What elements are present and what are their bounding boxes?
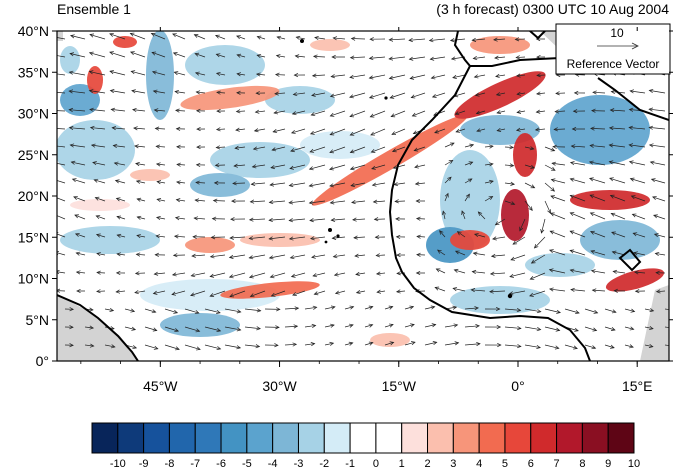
islands bbox=[300, 39, 513, 299]
lat-tick-label: 40°N bbox=[18, 23, 49, 39]
colorbar-label: 4 bbox=[476, 458, 482, 470]
colorbar-label: -4 bbox=[268, 458, 278, 470]
colorbar-box bbox=[323, 422, 351, 454]
colorbar-label: 0 bbox=[373, 458, 379, 470]
colorbar-label: -7 bbox=[190, 458, 200, 470]
latitude-axis: 40°N 35°N 30°N 25°N 20°N 15°N 10°N 5°N 0° bbox=[18, 23, 673, 369]
colorbar-label: -8 bbox=[165, 458, 175, 470]
colorbar-box bbox=[478, 422, 506, 454]
colorbar-box bbox=[401, 422, 429, 454]
map-figure: 10 Reference Vector 40°N 35°N 30°N 25°N 20°N… bbox=[18, 23, 673, 394]
colorbar-box bbox=[349, 422, 377, 454]
colorbar-label: 8 bbox=[579, 458, 585, 470]
colorbar-box bbox=[91, 422, 119, 454]
reference-vector-box bbox=[555, 23, 671, 75]
reference-vector-label: Reference Vector bbox=[567, 57, 660, 71]
colorbar-label: 2 bbox=[424, 458, 430, 470]
colorbar-label: -10 bbox=[110, 458, 126, 470]
colorbar-box bbox=[556, 422, 583, 454]
lon-tick-label: 15°E bbox=[622, 378, 653, 394]
colorbar-box bbox=[143, 422, 170, 454]
colorbar-label: 10 bbox=[628, 458, 640, 470]
colorbar-label: 5 bbox=[502, 458, 508, 470]
colorbar-label: 9 bbox=[605, 458, 611, 470]
colorbar-label: -3 bbox=[294, 458, 304, 470]
colorbar-label: 3 bbox=[450, 458, 456, 470]
colorbar-box bbox=[168, 422, 196, 454]
colorbar-label: 6 bbox=[528, 458, 534, 470]
lon-tick-label: 15°W bbox=[382, 378, 417, 394]
wind-vectors bbox=[57, 32, 669, 351]
lon-tick-label: 45°W bbox=[143, 378, 178, 394]
colorbar-label: -6 bbox=[216, 458, 226, 470]
colorbar-box bbox=[194, 422, 222, 454]
colorbar-box bbox=[297, 422, 325, 454]
lat-tick-label: 30°N bbox=[18, 106, 49, 122]
reference-vector-value: 10 bbox=[610, 26, 624, 40]
colorbar-box bbox=[272, 422, 299, 454]
colorbar-box bbox=[375, 422, 403, 454]
lat-tick-label: 10°N bbox=[18, 271, 49, 287]
map-field bbox=[57, 31, 669, 361]
map-title: Ensemble 1 bbox=[57, 1, 131, 17]
colorbar-label: -5 bbox=[242, 458, 252, 470]
lat-tick-label: 0° bbox=[36, 353, 49, 369]
colorbar-label: -1 bbox=[345, 458, 355, 470]
colorbar-box bbox=[581, 422, 609, 454]
lat-tick-label: 15°N bbox=[18, 229, 49, 245]
colorbar-box bbox=[220, 422, 248, 454]
colorbar-label: -2 bbox=[319, 458, 329, 470]
colorbar-box bbox=[117, 422, 145, 454]
lon-tick-label: 30°W bbox=[262, 378, 297, 394]
lat-tick-label: 5°N bbox=[26, 312, 50, 328]
colorbar-box bbox=[427, 422, 454, 454]
colorbar-box bbox=[246, 422, 274, 454]
forecast-time-title: (3 h forecast) 0300 UTC 10 Aug 2004 bbox=[436, 1, 669, 17]
lon-tick-label: 0° bbox=[511, 378, 524, 394]
colorbar-box bbox=[607, 422, 635, 454]
lat-tick-label: 20°N bbox=[18, 188, 49, 204]
colorbar-box bbox=[504, 422, 532, 454]
lat-tick-label: 35°N bbox=[18, 64, 49, 80]
longitude-axis: 45°W 30°W 15°W 0° 15°E bbox=[80, 27, 653, 394]
colorbar-label: 7 bbox=[554, 458, 560, 470]
lat-tick-label: 25°N bbox=[18, 147, 49, 163]
colorbar-label: -9 bbox=[139, 458, 149, 470]
colorbar-box bbox=[530, 422, 558, 454]
colorbar-box bbox=[452, 422, 480, 454]
colorbar-label: 1 bbox=[399, 458, 405, 470]
